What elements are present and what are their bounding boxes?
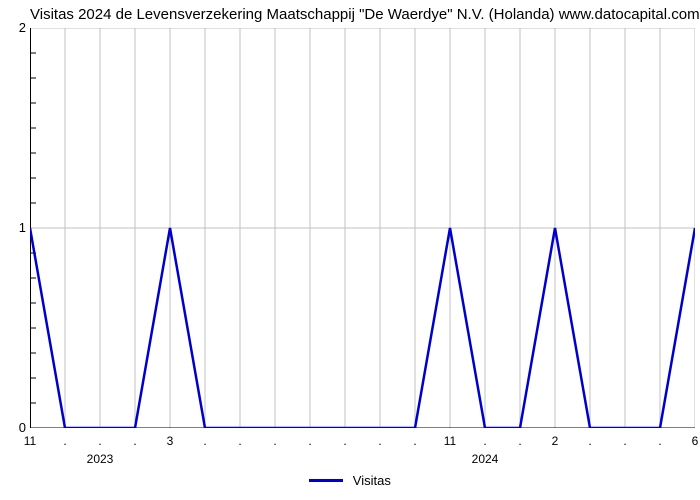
x-tick-label: . [658,434,661,448]
plot-area [30,28,695,428]
x-tick-label: . [413,434,416,448]
x-sublabel: 2023 [87,452,114,466]
x-tick-label: . [308,434,311,448]
x-tick-label: . [483,434,486,448]
x-tick-label: . [378,434,381,448]
x-tick-label: 11 [24,434,36,448]
x-tick-label: . [63,434,66,448]
legend-label: Visitas [353,473,391,488]
x-tick-label: . [588,434,591,448]
y-tick-label: 1 [6,220,26,235]
x-tick-label: . [343,434,346,448]
legend-swatch [309,479,343,482]
y-tick-label: 0 [6,420,26,435]
x-tick-label: . [273,434,276,448]
x-tick-label: 2 [552,434,559,448]
x-tick-label: . [238,434,241,448]
chart-svg [30,28,695,428]
x-sublabel: 2024 [472,452,499,466]
x-tick-label: 11 [444,434,456,448]
chart-title: Visitas 2024 de Levensverzekering Maatsc… [30,6,700,23]
x-tick-label: 6 [692,434,699,448]
y-tick-label: 2 [6,20,26,35]
x-tick-label: 3 [167,434,174,448]
x-tick-label: . [98,434,101,448]
x-tick-label: . [203,434,206,448]
x-tick-label: . [518,434,521,448]
x-tick-label: . [623,434,626,448]
legend: Visitas [0,472,700,488]
x-tick-label: . [133,434,136,448]
